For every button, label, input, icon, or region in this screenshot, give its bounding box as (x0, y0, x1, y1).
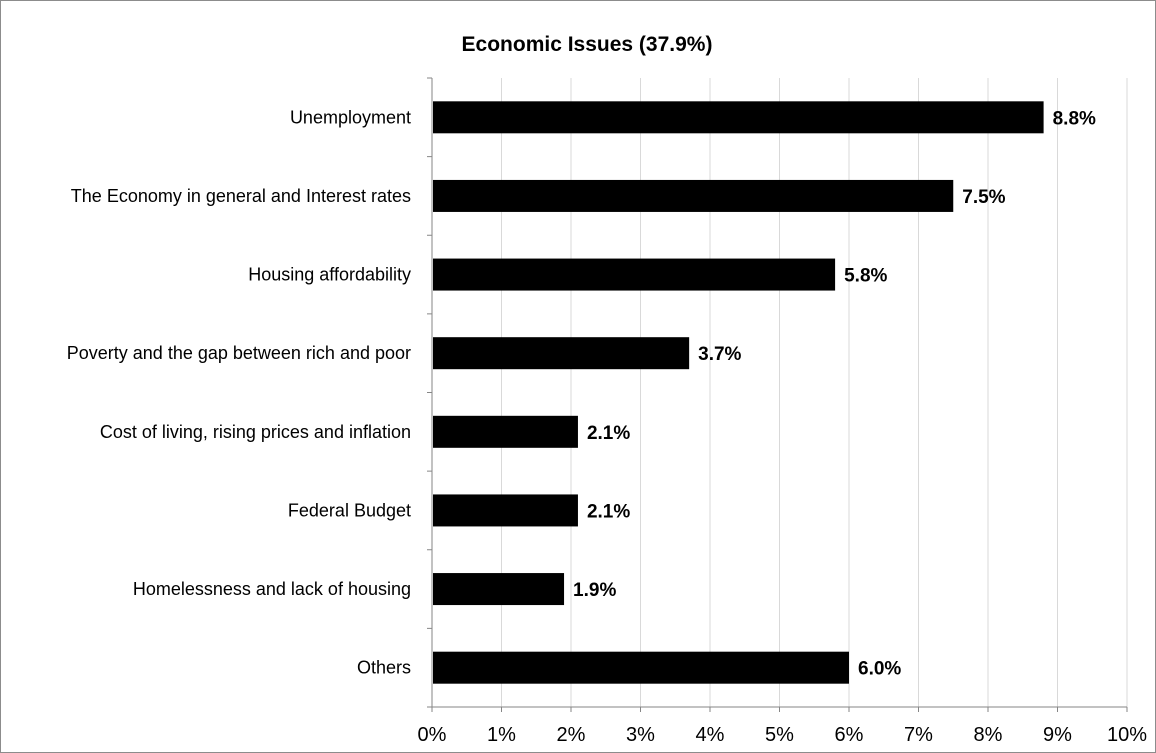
category-label: Unemployment (290, 107, 411, 127)
x-tick-label: 7% (904, 724, 933, 746)
chart-title: Economic Issues (37.9%) (462, 33, 713, 56)
category-label: The Economy in general and Interest rate… (71, 186, 411, 206)
x-tick-label: 3% (626, 724, 655, 746)
bars (433, 101, 1044, 684)
bar (433, 494, 578, 527)
category-label: Homelessness and lack of housing (133, 579, 411, 599)
x-tick-label: 8% (974, 724, 1003, 746)
gridlines (501, 78, 1128, 707)
data-label: 7.5% (962, 187, 1005, 208)
category-label: Cost of living, rising prices and inflat… (100, 422, 411, 442)
data-label: 2.1% (587, 423, 630, 444)
data-label: 3.7% (698, 344, 741, 365)
data-label: 5.8% (844, 266, 887, 287)
bar (433, 651, 849, 684)
bar (433, 258, 836, 291)
category-label: Housing affordability (248, 265, 411, 285)
bar (433, 337, 690, 370)
category-label: Federal Budget (288, 500, 411, 520)
bar (433, 179, 954, 212)
data-label: 2.1% (587, 501, 630, 522)
bar (433, 415, 578, 448)
x-tick-label: 4% (696, 724, 725, 746)
x-tick-label: 6% (835, 724, 864, 746)
bar (433, 101, 1044, 134)
category-label: Others (357, 658, 411, 678)
x-tick-label: 0% (418, 724, 447, 746)
x-tick-label: 5% (765, 724, 794, 746)
axes (427, 77, 1128, 712)
bar (433, 573, 565, 606)
x-tick-label: 1% (487, 724, 516, 746)
x-tick-label: 9% (1043, 724, 1072, 746)
data-label: 8.8% (1053, 108, 1096, 129)
x-tick-label: 10% (1107, 724, 1147, 746)
category-label: Poverty and the gap between rich and poo… (67, 343, 411, 363)
data-label: 6.0% (858, 659, 901, 680)
data-label: 1.9% (573, 580, 616, 601)
labels: 0% 1% 2% 3% 4% 5% 6% 7% 8% 9% 10% Unemployment 8.8% T… (67, 107, 1147, 746)
x-tick-label: 2% (557, 724, 586, 746)
